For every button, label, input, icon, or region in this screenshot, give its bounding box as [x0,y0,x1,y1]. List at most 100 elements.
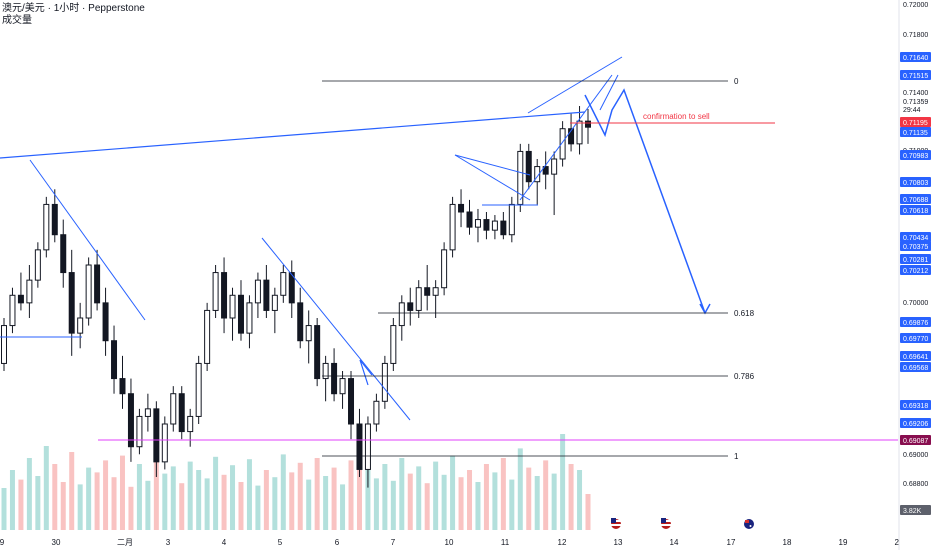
volume-bar [577,470,583,530]
price-label: 0.69087 [903,438,928,445]
volume-bar [136,464,142,530]
trendline [0,111,586,159]
interval-label[interactable]: 1小时 [53,3,80,14]
volume-bar [280,454,286,530]
volume-bar [306,479,312,530]
volume-bar [526,467,532,530]
y-tick-label: 0.72000 [903,2,928,9]
x-axis-label: 6 [335,538,340,547]
candle-body [144,408,151,417]
candle-body [237,294,244,334]
volume-bars [1,434,591,530]
volume-indicator-label[interactable]: 成交量 [2,15,32,26]
volume-bar [365,470,371,530]
candle-body [568,128,575,145]
candle-body [229,294,236,319]
volume-bar [323,476,329,530]
y-tick-label: 0.71400 [903,90,928,97]
x-axis-label: 3 [166,538,171,547]
price-label: 0.70803 [903,180,928,187]
broker-label: Pepperstone [88,3,145,14]
price-label: 0.70212 [903,268,928,275]
us-flag-icon [610,518,622,530]
volume-bar [416,466,422,530]
candle-body [246,302,253,334]
candle-body [94,264,101,304]
volume-bar [1,488,7,530]
flag-canton [745,520,749,523]
header-separator: · [82,3,86,14]
volume-bar [568,464,574,530]
volume-bar [230,465,236,530]
candle-body [441,249,448,289]
candle-body [322,362,329,380]
candle-body [331,362,338,395]
drawings: confirmation to sell [0,56,898,441]
fib-level-label: 0.786 [734,372,755,381]
price-label-bg [900,127,931,137]
candle-body [390,325,397,364]
volume-bar [94,472,100,530]
price-label: 0.70618 [903,208,928,215]
price-label: 0.69568 [903,365,928,372]
volume-bar [153,450,159,530]
flag-canton [661,518,666,523]
candle-body [153,408,160,463]
volume-bar [560,434,566,530]
price-label: 0.71135 [903,130,928,137]
volume-bar [373,478,379,530]
candle-body [195,362,202,417]
price-label: 0.70281 [903,257,928,264]
volume-bar [263,470,269,530]
x-axis-label: 7 [391,538,396,547]
candles [1,106,591,488]
x-axis-label: 4 [222,538,227,547]
volume-bar [475,482,481,530]
volume-bar [43,446,49,530]
candle-body [314,325,321,380]
candle-body [68,272,75,334]
fib-level-label: 1 [734,452,739,461]
candle-body [254,279,261,304]
price-label-bg [900,435,931,445]
price-label: 0.70375 [903,244,928,251]
volume-bar [543,460,549,530]
fib-level-label: 0 [734,77,739,86]
price-label: 0.71359 [903,99,928,106]
fib-level-label: 0.618 [734,309,755,318]
volume-bar [399,458,405,530]
symbol-name[interactable]: 澳元/美元 [2,3,45,14]
volume-bar [297,462,303,530]
candle-body [297,302,304,342]
arrow-head [699,303,711,315]
volume-bar [170,466,176,530]
candle-body [356,423,363,470]
price-label-bg [900,194,931,204]
x-axis-bg [0,531,898,550]
trendline [519,74,613,201]
price-label: 0.71515 [903,73,928,80]
volume-bar [483,464,489,530]
candle-body [77,317,84,334]
volume-bar [382,464,388,530]
trendline [261,237,411,421]
volume-bar [534,476,540,530]
x-axis-label: 5 [278,538,283,547]
price-label: 0.70688 [903,197,928,204]
volume-bar [356,446,362,530]
price-label-bg [900,418,931,428]
volume-bar [179,483,185,530]
flag-stripe [611,524,621,526]
volume-bar [314,458,320,530]
volume-bar [9,470,15,530]
volume-bar [390,480,396,530]
header-separator: · [47,3,51,14]
us-flag-icon [660,518,672,530]
volume-bar [145,480,151,530]
volume-bar [35,476,41,530]
price-label-bg [900,254,931,264]
volume-bar [348,460,354,530]
candle-body [263,279,270,311]
price-label-bg [900,265,931,275]
